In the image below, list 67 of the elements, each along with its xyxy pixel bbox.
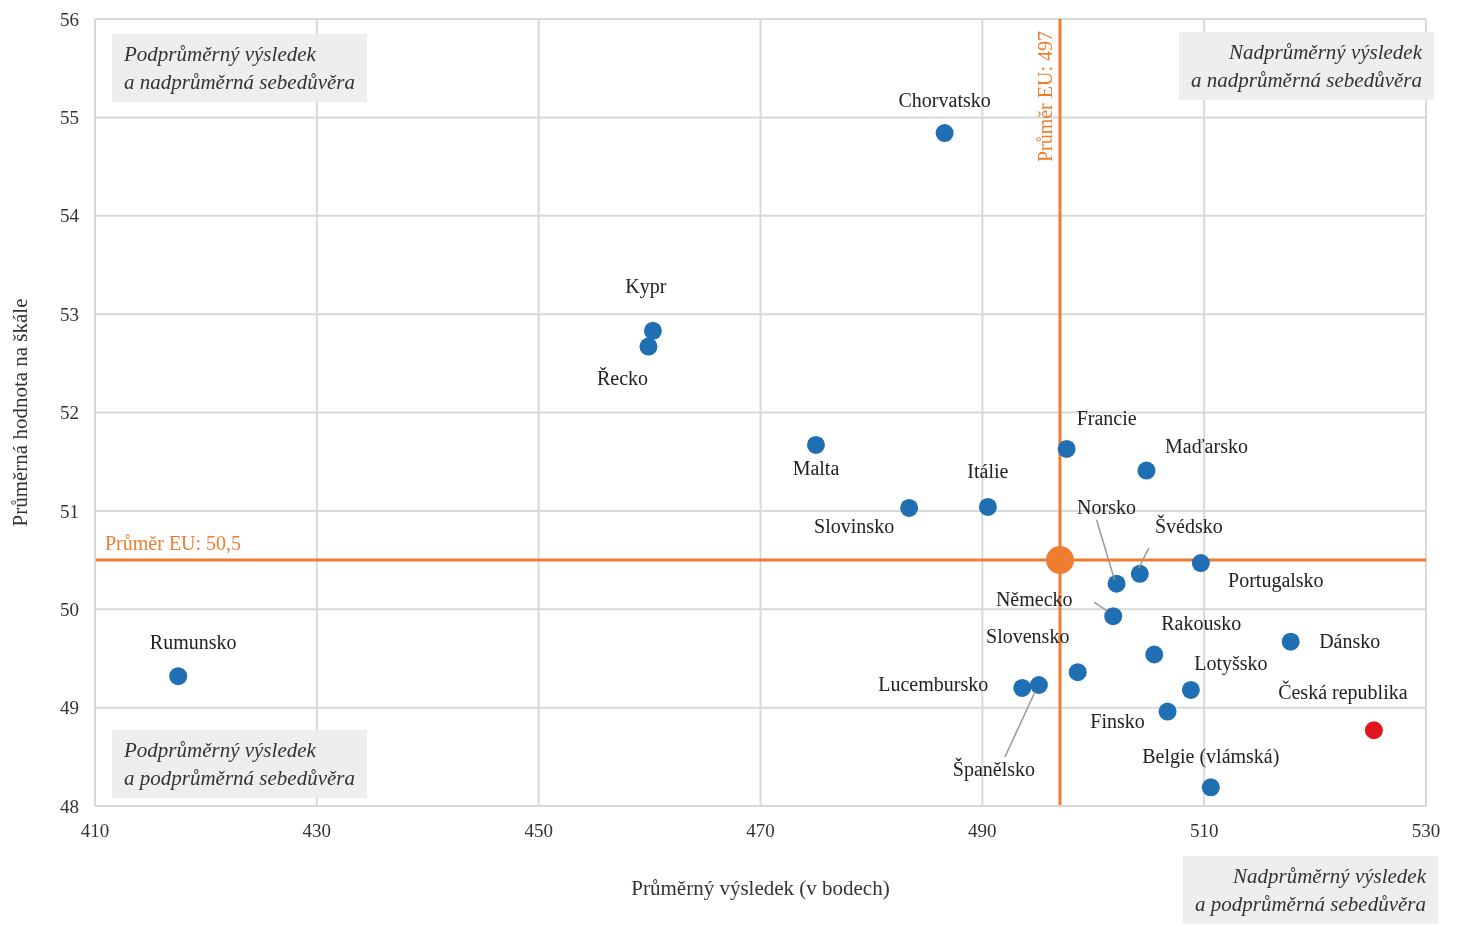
point <box>1057 439 1076 458</box>
annotation: Malta <box>792 456 840 479</box>
y-tick-label: 50 <box>60 598 79 620</box>
x-axis-title: Průměrný výsledek (v bodech) <box>631 876 890 900</box>
annotation: Řecko <box>596 367 649 390</box>
point <box>1158 702 1177 721</box>
point <box>1029 676 1048 694</box>
point <box>1181 680 1200 699</box>
ref-line-label: Průměr EU: 50,5 <box>105 532 242 555</box>
y-tick-label: 49 <box>60 697 79 719</box>
point <box>1045 546 1074 575</box>
x-tick-label: 510 <box>1189 820 1219 842</box>
quadrant-note: Nadprůměrný výsledek a podprůměrná sebedůvěra <box>1183 856 1438 924</box>
annotation: Lucembursko <box>878 672 989 695</box>
point <box>1364 721 1383 740</box>
annotation: Chorvatsko <box>898 88 991 111</box>
quadrant-note: Podprůměrný výsledek a podprůměrná sebedůvěra <box>112 730 367 798</box>
point <box>935 124 954 143</box>
x-tick-label: 430 <box>302 820 332 842</box>
x-tick-label: 530 <box>1411 820 1441 842</box>
point <box>1137 461 1156 480</box>
point <box>1130 564 1149 583</box>
point <box>1107 574 1126 593</box>
y-tick-label: 56 <box>60 8 79 30</box>
annotation: Rakousko <box>1161 612 1242 635</box>
y-tick-label: 52 <box>60 402 79 424</box>
annotation: Česká republika <box>1278 679 1408 704</box>
x-tick-label: 470 <box>746 820 775 842</box>
annotation: Slovinsko <box>814 514 895 537</box>
annotation: Rumunsko <box>149 630 237 653</box>
annotation: Norsko <box>1077 496 1136 519</box>
y-tick-label: 48 <box>60 795 79 817</box>
annotation: Belgie (vlámská) <box>1142 744 1280 768</box>
point <box>643 321 662 340</box>
x-tick-label: 450 <box>524 820 553 842</box>
annotation: Dánsko <box>1319 630 1381 653</box>
y-tick-label: 53 <box>60 303 79 325</box>
point <box>1191 554 1210 573</box>
point <box>1201 778 1220 797</box>
point <box>1068 663 1087 682</box>
annotation: Francie <box>1076 407 1137 430</box>
ref-line-label: Průměr EU: 497 <box>1033 31 1056 163</box>
annotation: Lotyšsko <box>1194 651 1268 675</box>
point <box>1145 645 1164 664</box>
point <box>1013 678 1032 697</box>
point <box>639 337 658 356</box>
y-axis-title: Průměrná hodnota na škále <box>8 298 33 527</box>
annotation: Kypr <box>625 275 667 299</box>
point <box>1104 607 1123 626</box>
x-tick-label: 410 <box>80 820 110 842</box>
y-tick-label: 51 <box>60 500 79 522</box>
annotation: Finsko <box>1090 710 1145 733</box>
annotation: Španělsko <box>952 756 1036 781</box>
annotation: Švédsko <box>1154 514 1223 538</box>
annotation: Itálie <box>967 459 1009 482</box>
x-tick-label: 490 <box>968 820 997 842</box>
point <box>806 435 825 454</box>
quadrant-note: Podprůměrný výsledek a nadprůměrná sebedůvěra <box>112 34 367 102</box>
y-tick-label: 54 <box>60 205 80 227</box>
point <box>978 497 997 516</box>
y-tick-label: 55 <box>60 107 79 129</box>
point <box>900 498 919 517</box>
annotation: Maďarsko <box>1165 435 1248 458</box>
point <box>169 667 188 686</box>
quadrant-note: Nadprůměrný výsledek a nadprůměrná sebedůvěra <box>1179 32 1434 100</box>
annotation: Portugalsko <box>1228 568 1324 592</box>
point <box>1281 632 1300 651</box>
